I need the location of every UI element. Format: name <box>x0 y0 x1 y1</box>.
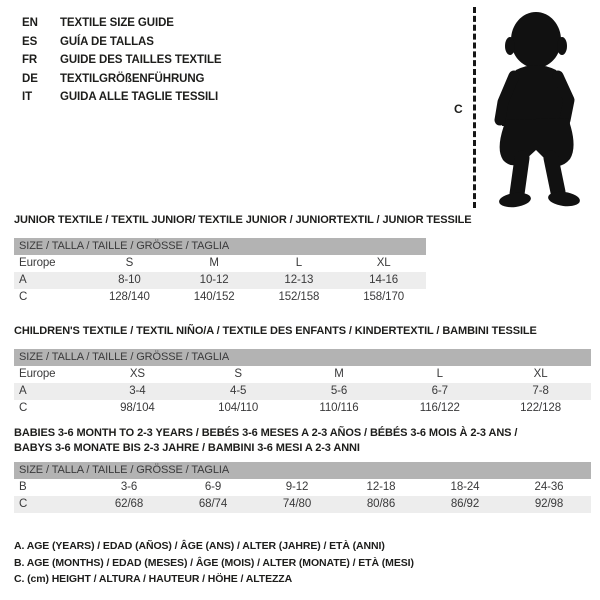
table-cell: 98/104 <box>120 402 155 414</box>
table-cell: XL <box>376 257 391 269</box>
language-label: TEXTILE SIZE GUIDE <box>60 17 174 29</box>
language-label: GUIDE DES TAILLES TEXTILE <box>60 54 222 66</box>
row-label: C <box>19 498 28 510</box>
table-cell: 3-4 <box>129 385 146 397</box>
row-label: A <box>19 385 27 397</box>
row-label: Europe <box>19 257 56 269</box>
table-cell: 14-16 <box>369 274 399 286</box>
footnote-line: B. AGE (MONTHS) / EDAD (MESES) / ÂGE (MO… <box>14 556 414 569</box>
language-label: GUÍA DE TALLAS <box>60 35 154 48</box>
table-cell: 9-12 <box>285 481 309 493</box>
table-row: Europe S M L XL <box>14 255 426 272</box>
table-title-line: CHILDREN'S TEXTILE / TEXTIL NIÑO/A / TEX… <box>14 325 537 337</box>
table-cell: 12-18 <box>366 481 396 493</box>
table-cell: 24-36 <box>534 481 564 493</box>
toddler-height-figure: C <box>450 4 595 212</box>
row-label: C <box>19 402 28 414</box>
row-label: A <box>19 274 27 286</box>
table-cell: 3-6 <box>120 481 138 493</box>
table-title: BABIES 3-6 MONTH TO 2-3 YEARS / BEBÉS 3-… <box>14 426 591 456</box>
table-cell: 74/80 <box>282 498 312 510</box>
language-row: FR GUIDE DES TAILLES TEXTILE <box>22 51 222 70</box>
table-cell: 8-10 <box>118 274 141 286</box>
table-row: Europe XS S M L XL <box>14 366 591 383</box>
table-row: C 62/68 68/74 74/80 80/86 86/92 92/98 <box>14 496 591 513</box>
babies-size-table: BABIES 3-6 MONTH TO 2-3 YEARS / BEBÉS 3-… <box>14 426 591 513</box>
size-header-band: SIZE / TALLA / TAILLE / GRÖSSE / TAGLIA <box>14 462 591 479</box>
table-title: JUNIOR TEXTILE / TEXTIL JUNIOR/ TEXTILE … <box>14 213 472 228</box>
table-row: B 3-6 6-9 9-12 12-18 18-24 24-36 <box>14 479 591 496</box>
table-cell: 7-8 <box>532 385 549 397</box>
size-header-band: SIZE / TALLA / TAILLE / GRÖSSE / TAGLIA <box>14 238 426 255</box>
language-code: DE <box>22 72 38 85</box>
height-measure-dashed-line <box>473 7 476 208</box>
table-cell: XL <box>533 368 548 380</box>
table-cell: 12-13 <box>284 274 314 286</box>
language-label: GUIDA ALLE TAGLIE TESSILI <box>60 91 219 103</box>
table-title-line: JUNIOR TEXTILE / TEXTIL JUNIOR/ TEXTILE … <box>14 214 472 226</box>
table-row: A 3-4 4-5 5-6 6-7 7-8 <box>14 383 591 400</box>
table-cell: M <box>334 368 344 380</box>
table-title: CHILDREN'S TEXTILE / TEXTIL NIÑO/A / TEX… <box>14 324 591 339</box>
table-cell: 116/122 <box>419 402 460 414</box>
row-label: Europe <box>19 368 56 380</box>
table-cell: XS <box>129 368 145 380</box>
table-cell: 86/92 <box>450 498 480 510</box>
language-row: DE TEXTILGRÖßENFÜHRUNG <box>22 70 222 89</box>
table-cell: 128/140 <box>108 291 150 303</box>
table-cell: 140/152 <box>193 291 235 303</box>
row-label: B <box>19 481 27 493</box>
table-cell: 10-12 <box>199 274 229 286</box>
language-code: FR <box>22 54 38 66</box>
footnote-line: C. (cm) HEIGHT / ALTURA / HAUTEUR / HÖHE… <box>14 573 293 585</box>
table-cell: 6-9 <box>204 481 222 493</box>
table-cell: 92/98 <box>534 498 564 510</box>
table-cell: 6-7 <box>431 385 448 397</box>
table-cell: 18-24 <box>450 481 480 493</box>
table-cell: 68/74 <box>198 498 228 510</box>
height-measure-label: C <box>454 102 463 116</box>
row-label: C <box>19 291 28 303</box>
language-code: EN <box>22 17 38 29</box>
language-list: EN TEXTILE SIZE GUIDE ES GUÍA DE TALLAS FR GU… <box>22 14 222 107</box>
table-cell: S <box>125 257 134 269</box>
table-title-line: BABYS 3-6 MONATE BIS 2-3 JAHRE / BAMBINI… <box>14 442 360 454</box>
table-cell: L <box>436 368 443 380</box>
table-cell: 4-5 <box>230 385 247 397</box>
toddler-silhouette-icon <box>494 12 580 208</box>
table-cell: M <box>209 257 219 269</box>
table-cell: 80/86 <box>366 498 396 510</box>
footnotes: A. AGE (YEARS) / EDAD (AÑOS) / ÂGE (ANS)… <box>14 538 414 588</box>
table-title-line: BABIES 3-6 MONTH TO 2-3 YEARS / BEBÉS 3-… <box>14 427 518 439</box>
size-header-band: SIZE / TALLA / TAILLE / GRÖSSE / TAGLIA <box>14 349 591 366</box>
table-cell: S <box>234 368 242 380</box>
language-row: EN TEXTILE SIZE GUIDE <box>22 14 222 33</box>
table-cell: 158/170 <box>363 291 405 303</box>
language-code: ES <box>22 35 38 48</box>
children-size-table: CHILDREN'S TEXTILE / TEXTIL NIÑO/A / TEX… <box>14 324 591 417</box>
language-row: IT GUIDA ALLE TAGLIE TESSILI <box>22 88 222 107</box>
table-cell: L <box>295 257 303 269</box>
table-cell: 122/128 <box>520 402 562 414</box>
table-cell: 62/68 <box>114 498 144 510</box>
table-cell: 110/116 <box>319 402 359 414</box>
table-cell: 5-6 <box>330 385 348 397</box>
language-label: TEXTILGRÖßENFÜHRUNG <box>60 72 205 85</box>
footnote-line: A. AGE (YEARS) / EDAD (AÑOS) / ÂGE (ANS)… <box>14 540 385 552</box>
table-cell: 152/158 <box>278 291 320 303</box>
language-code: IT <box>22 91 33 103</box>
table-cell: 104/110 <box>218 402 259 414</box>
language-row: ES GUÍA DE TALLAS <box>22 33 222 52</box>
table-row: C 128/140 140/152 152/158 158/170 <box>14 289 426 306</box>
table-row: C 98/104 104/110 110/116 116/122 122/128 <box>14 400 591 417</box>
table-row: A 8-10 10-12 12-13 14-16 <box>14 272 426 289</box>
junior-size-table: JUNIOR TEXTILE / TEXTIL JUNIOR/ TEXTILE … <box>14 213 472 306</box>
